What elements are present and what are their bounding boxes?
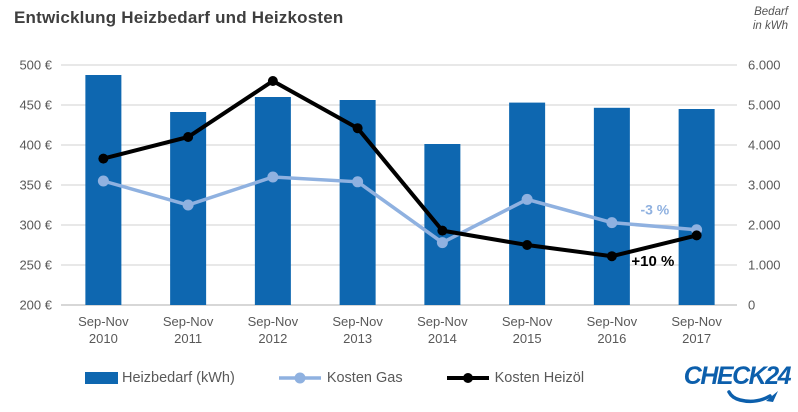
point-Kosten Gas-Sep-Nov 2011 <box>182 199 194 211</box>
x-axis-label: Sep-Nov <box>163 314 214 329</box>
point-Kosten Heizöl-Sep-Nov 2016 <box>606 251 617 262</box>
point-Kosten Gas-Sep-Nov 2014 <box>436 237 448 249</box>
point-Kosten Heizöl-Sep-Nov 2014 <box>437 225 448 236</box>
right-axis-tick: 4.000 <box>748 138 781 153</box>
point-Kosten Gas-Sep-Nov 2015 <box>521 193 533 205</box>
point-Kosten Heizöl-Sep-Nov 2011 <box>183 132 194 142</box>
point-Kosten Heizöl-Sep-Nov 2015 <box>522 240 533 250</box>
line-Kosten Heizöl <box>102 78 698 259</box>
x-axis-label-year: 2015 <box>513 331 542 346</box>
x-axis-label-year: 2014 <box>428 331 457 346</box>
bar-Sep-Nov 2017 <box>678 109 715 305</box>
x-axis-label-year: 2013 <box>343 331 372 346</box>
x-axis-label-year: 2017 <box>682 331 711 346</box>
x-axis-label: Sep-Nov <box>587 314 638 329</box>
left-axis-tick: 250 € <box>19 258 52 273</box>
x-axis-label-year: 2010 <box>89 331 118 346</box>
check24-logo: CHECK24 <box>658 362 792 404</box>
left-axis-tick: 400 € <box>19 138 52 153</box>
right-axis-tick: 3.000 <box>748 178 781 193</box>
point-Kosten Heizöl-Sep-Nov 2013 <box>352 123 363 134</box>
combo-chart: 500 € 6.000 450 € 5.000 400 € 4.000 350 € 3.000… <box>19 58 781 347</box>
right-axis-tick: 2.000 <box>748 218 781 233</box>
check24-swoosh-arrow-icon <box>727 390 778 404</box>
x-axis-label: Sep-Nov <box>671 314 722 329</box>
x-axis-label-year: 2011 <box>174 331 202 346</box>
bar-Sep-Nov 2014 <box>424 144 461 305</box>
point-Kosten Heizöl-Sep-Nov 2012 <box>267 76 278 86</box>
line-dot-swatch-icon <box>278 372 321 384</box>
left-axis-tick: 500 € <box>19 58 52 73</box>
bar-Sep-Nov 2010 <box>85 75 122 305</box>
x-axis-label: Sep-Nov <box>417 314 468 329</box>
point-Kosten Gas-Sep-Nov 2016 <box>606 217 618 229</box>
legend-label: Kosten Gas <box>326 370 403 386</box>
x-axis-label-year: 2016 <box>597 331 626 346</box>
page-title: Entwicklung Heizbedarf und Heizkosten <box>14 8 344 27</box>
point-Kosten Gas-Sep-Nov 2013 <box>352 176 364 188</box>
left-axis-tick: 350 € <box>19 178 52 193</box>
left-axis-tick: 300 € <box>19 218 52 233</box>
legend-item-heizbedarf: Heizbedarf (kWh) <box>85 370 235 386</box>
right-axis-tick: 6.000 <box>748 58 781 73</box>
x-axis-label: Sep-Nov <box>248 314 299 329</box>
legend-item-gas: Kosten Gas <box>277 370 403 386</box>
point-Kosten Gas-Sep-Nov 2012 <box>267 171 279 183</box>
annotation-+10 %: +10 % <box>631 253 674 270</box>
right-axis-caption: Bedarf in kWh <box>752 6 788 33</box>
legend-label: Heizbedarf (kWh) <box>122 370 235 386</box>
x-axis-label: Sep-Nov <box>78 314 129 329</box>
x-axis-label-year: 2012 <box>258 331 287 346</box>
legend-item-heizoel: Kosten Heizöl <box>445 370 584 386</box>
bar-Sep-Nov 2012 <box>254 97 291 305</box>
point-Kosten Heizöl-Sep-Nov 2017 <box>691 230 702 241</box>
bar-Sep-Nov 2016 <box>593 107 630 305</box>
left-axis-tick: 450 € <box>19 98 52 113</box>
point-Kosten Heizöl-Sep-Nov 2010 <box>98 153 109 164</box>
line-Kosten Gas <box>102 175 697 245</box>
line-dot-swatch-icon <box>446 373 489 383</box>
left-axis-tick: 200 € <box>19 298 52 313</box>
annotation--3 %: -3 % <box>640 202 669 218</box>
bar-swatch-icon <box>85 372 118 384</box>
right-axis-tick: 1.000 <box>748 258 781 273</box>
right-axis-tick: 5.000 <box>748 98 781 113</box>
check24-logo-text: CHECK24 <box>683 362 792 390</box>
x-axis-label: Sep-Nov <box>502 314 553 329</box>
x-axis-label: Sep-Nov <box>332 314 383 329</box>
right-axis-tick: 0 <box>748 298 755 313</box>
chart-legend: Heizbedarf (kWh) Kosten Gas Kosten Heizö… <box>85 370 584 386</box>
point-Kosten Gas-Sep-Nov 2010 <box>97 175 109 187</box>
legend-label: Kosten Heizöl <box>494 370 585 386</box>
bar-Sep-Nov 2013 <box>339 100 376 305</box>
